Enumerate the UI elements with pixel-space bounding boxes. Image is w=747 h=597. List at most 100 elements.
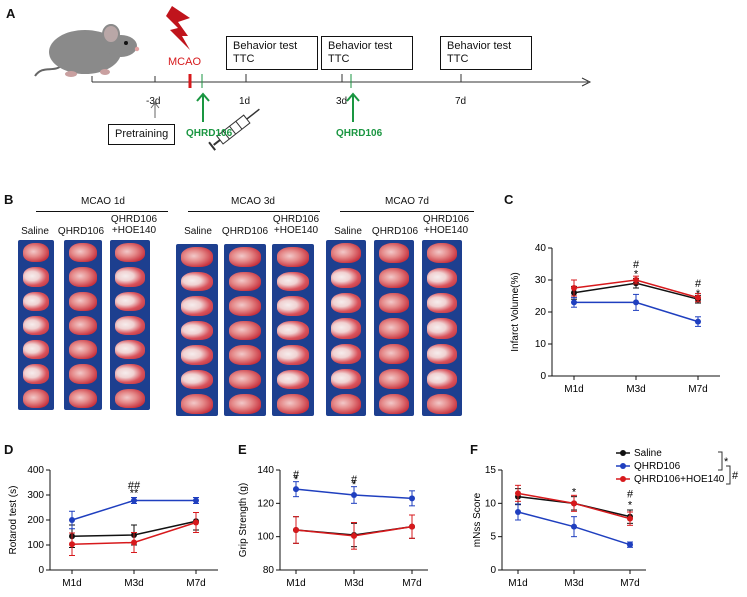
col-label-3d-qhrd106: QHRD106 — [221, 226, 269, 237]
y-tick-label: 40 — [535, 243, 547, 254]
brain-slice — [427, 368, 457, 389]
legend-sig-star: * — [724, 456, 729, 468]
day-7-label: 7d — [455, 96, 467, 107]
brain-slice — [379, 268, 409, 289]
brain-slice — [69, 340, 97, 360]
x-tick-label: M7d — [402, 578, 421, 589]
y-tick-label: 5 — [490, 532, 496, 543]
brain-slice — [331, 318, 361, 339]
y-tick-label: 100 — [257, 532, 274, 543]
y-tick-label: 120 — [257, 498, 274, 509]
y-tick-label: 200 — [27, 515, 44, 526]
y-axis-label: Rotarod test (s) — [8, 486, 19, 555]
brain-slice — [331, 343, 361, 364]
brain-slice — [379, 368, 409, 389]
brain-slice — [181, 271, 213, 292]
brain-slice — [331, 368, 361, 389]
brain-slice — [181, 296, 213, 316]
brain-slice — [277, 271, 309, 292]
x-tick-label: M7d — [186, 578, 205, 589]
legend-qhrd106-marker — [616, 463, 630, 469]
brain-photo-panel — [64, 240, 102, 410]
brain-slice — [331, 293, 361, 314]
brain-slice — [277, 394, 309, 414]
brain-slice — [427, 393, 457, 414]
brain-slice — [379, 318, 409, 339]
lightning-bolt-icon — [166, 6, 190, 50]
qhrd106-label-second: QHRD106 — [336, 128, 383, 139]
col-label-1d-saline: Saline — [21, 226, 49, 237]
behavior-box-3d: Behavior test TTC — [321, 36, 413, 70]
y-tick-label: 300 — [27, 490, 44, 501]
x-tick-label: M1d — [508, 578, 527, 589]
col-label-3d-saline: Saline — [184, 226, 212, 237]
mcao-label: MCAO — [168, 56, 201, 68]
col-label-7d-combo: QHRD106 +HOE140 — [422, 214, 470, 236]
brain-slice — [23, 340, 49, 360]
legend-combo-marker — [616, 476, 630, 482]
brain-slice — [229, 369, 261, 390]
brain-slice — [427, 318, 457, 339]
data-point — [633, 277, 639, 283]
x-tick-label: M7d — [620, 578, 639, 589]
data-point — [193, 519, 199, 526]
timeline-axis — [91, 74, 592, 151]
data-point — [627, 515, 633, 522]
data-point — [633, 299, 639, 306]
brain-slice — [229, 296, 261, 316]
data-point — [627, 541, 633, 548]
behavior-box-1d-line2: TTC — [233, 53, 255, 65]
brain-photo-panel — [272, 244, 314, 416]
brain-slice — [181, 247, 213, 267]
brain-slice — [427, 243, 457, 264]
x-tick-label: M1d — [564, 384, 583, 395]
brain-slice — [277, 296, 309, 316]
data-point — [293, 527, 299, 533]
group-line-1d — [36, 211, 168, 212]
data-point — [351, 532, 357, 539]
y-tick-label: 10 — [485, 498, 497, 509]
col-label-1d-combo: QHRD106 +HOE140 — [110, 214, 158, 236]
brain-slice — [69, 267, 97, 287]
day-minus3-label: -3d — [146, 96, 161, 107]
significance-mark: ** — [130, 488, 139, 500]
group-line-7d — [340, 211, 474, 212]
data-point — [409, 523, 415, 530]
group-line-3d — [188, 211, 320, 212]
group-title-7d: MCAO 7d — [385, 196, 429, 207]
legend-combo-label: QHRD106+HOE140 — [634, 474, 725, 485]
brain-slice — [23, 267, 49, 287]
mouse-illustration — [34, 24, 140, 77]
x-tick-label: M7d — [688, 384, 707, 395]
data-point — [409, 495, 415, 502]
brain-slice — [277, 369, 309, 390]
col-label-1d-qhrd106: QHRD106 — [57, 226, 105, 237]
brain-slice — [229, 394, 261, 414]
y-tick-label: 80 — [263, 565, 275, 576]
brain-slice — [69, 388, 97, 408]
brain-slice — [23, 364, 49, 384]
legend-bracket-star — [718, 451, 723, 471]
brain-slice — [181, 369, 213, 390]
data-point — [293, 486, 299, 493]
brain-photo-panel — [326, 240, 366, 416]
data-point — [193, 497, 199, 504]
x-tick-label: M1d — [62, 578, 81, 589]
day-1-label: 1d — [239, 96, 251, 107]
data-point — [515, 509, 521, 515]
panel-c-letter: C — [504, 192, 514, 207]
behavior-box-7d-line2: TTC — [447, 53, 469, 65]
y-tick-label: 140 — [257, 465, 274, 476]
brain-slice — [427, 268, 457, 289]
brain-photo-panel — [224, 244, 266, 416]
day-3-label: 3d — [336, 96, 348, 107]
y-tick-label: 0 — [38, 565, 44, 576]
panel-a-letter: A — [6, 6, 16, 21]
brain-slice — [379, 293, 409, 314]
x-tick-label: M3d — [564, 578, 583, 589]
brain-slice — [115, 315, 145, 336]
behavior-box-3d-line2: TTC — [328, 53, 350, 65]
data-point — [131, 497, 137, 504]
